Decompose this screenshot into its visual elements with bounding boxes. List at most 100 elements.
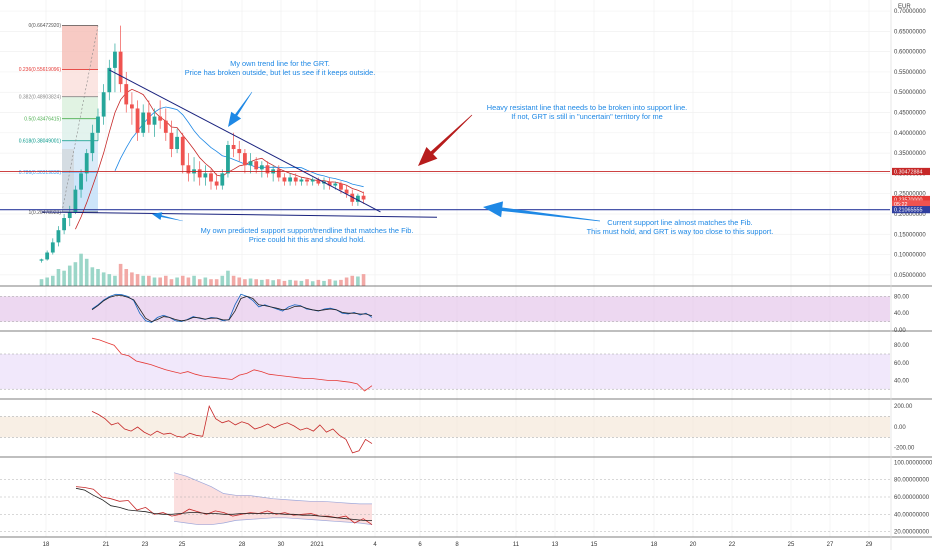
volume-bar: [67, 265, 72, 286]
x-tick-label: 13: [552, 542, 559, 548]
candle-body: [101, 92, 106, 117]
x-tick-label: 23: [142, 542, 149, 548]
stoch-tick-label: 0.00: [894, 328, 906, 334]
candle-body: [344, 189, 349, 194]
volume-bar: [310, 281, 315, 286]
x-tick-label: 11: [513, 542, 520, 548]
candle-body: [203, 173, 208, 178]
stoch-band: [0, 296, 890, 322]
candle-body: [90, 132, 95, 154]
fib-label-0.786: 0.786(0.30319838): [19, 170, 62, 176]
volume-bar: [152, 277, 157, 286]
trend-line: [109, 69, 381, 213]
candle-body: [316, 179, 321, 184]
candle-body: [197, 169, 202, 178]
annotation-current-support-line: Current support line almost matches the …: [607, 218, 752, 227]
volume-bar: [293, 280, 298, 286]
bb_rsi-lower-band: [173, 517, 373, 526]
price-tick-label: 0.60000000: [894, 50, 926, 56]
cci-series-0: [91, 405, 373, 454]
rsi-tick-label: 60.00: [894, 361, 910, 367]
candle-body: [293, 177, 298, 182]
arrow-to-current-support: [483, 201, 601, 222]
fib-label-0.382: 0.382(0.48903824): [19, 94, 62, 100]
fib-zone: [62, 25, 98, 70]
candle-body: [180, 136, 185, 166]
candle-body: [124, 84, 129, 105]
cci-band: [0, 416, 890, 438]
candle-body: [39, 259, 44, 261]
volume-bar: [45, 277, 49, 286]
x-tick-label: 8: [455, 542, 459, 548]
volume-bar: [237, 277, 242, 286]
candle-body: [62, 218, 66, 231]
volume-bar: [350, 275, 355, 286]
fib-zone: [62, 96, 98, 119]
fib-label-1: 1(0.20478923): [28, 210, 61, 216]
ma-slow-line: [114, 106, 364, 188]
candle-body: [248, 161, 253, 166]
volume-bar: [299, 280, 304, 286]
price-tick-label: 0.50000000: [894, 90, 926, 96]
candle-body: [214, 181, 219, 186]
fib-label-0: 0(0.66472920): [28, 23, 61, 29]
volume-bar: [51, 275, 55, 286]
volume-bar: [271, 280, 275, 286]
annotation-current-support-line: This must hold, and GRT is way too close…: [587, 227, 774, 236]
volume-bar: [107, 274, 112, 286]
candle-body: [146, 112, 151, 125]
price-badge: [892, 200, 930, 208]
candle-body: [152, 116, 157, 125]
volume-bar: [73, 262, 78, 286]
fib-zone: [62, 118, 98, 141]
price-badge-label: 05:22: [894, 202, 908, 208]
x-tick-label: 29: [866, 542, 873, 548]
annotation-resistance: Heavy resistant line that needs to be br…: [487, 103, 688, 121]
annotation-trend-line-line: My own trend line for the GRT.: [230, 59, 330, 68]
volume-bar: [141, 275, 145, 286]
volume-bar: [56, 269, 61, 286]
stoch-series-1: [91, 295, 373, 323]
candle-body: [265, 165, 270, 174]
x-tick-label: 18: [651, 542, 658, 548]
candle-body: [259, 165, 264, 170]
volume-bar: [164, 275, 168, 286]
volume-bar: [288, 279, 292, 286]
price-tick-label: 0.65000000: [894, 29, 926, 35]
annotation-predicted-support-line: My own predicted support support/trendli…: [201, 226, 414, 235]
x-tick-label: 27: [827, 542, 834, 548]
rsi-band: [0, 354, 890, 390]
volume-bar: [260, 279, 264, 286]
candle-body: [169, 132, 174, 150]
x-tick-label: 25: [179, 542, 186, 548]
x-tick-label: 18: [43, 542, 50, 548]
volume-bar: [113, 275, 117, 286]
candle-body: [310, 179, 315, 182]
rsi-series-0: [91, 337, 373, 392]
candle-body: [96, 116, 100, 133]
candle-body: [299, 179, 304, 182]
x-tick-label: 25: [788, 542, 795, 548]
candle-body: [141, 112, 146, 133]
candle-body: [356, 195, 360, 202]
price-badge-label: 0.30472884: [894, 169, 922, 175]
candle-body: [118, 51, 123, 85]
x-tick-label: 2021: [310, 542, 324, 548]
bb_rsi-series-1: [75, 487, 372, 521]
volume-bar: [130, 272, 134, 286]
volume-bar: [243, 279, 247, 286]
currency-label: EUR: [898, 4, 911, 10]
annotation-trend-line-line: Price has broken outside, but let us see…: [185, 68, 376, 77]
fib-label-0.236: 0.236(0.55619096): [19, 67, 62, 73]
price-tick-label: 0.05000000: [894, 273, 926, 279]
volume-bar: [231, 275, 236, 286]
price-badge-label: 0.21065555: [894, 208, 922, 214]
candle-body: [220, 173, 225, 186]
annotation-trend-line: My own trend line for the GRT. Price has …: [185, 59, 376, 77]
volume-bar: [186, 277, 191, 286]
candle-body: [237, 149, 242, 154]
fib-zone: [62, 69, 98, 97]
volume-bar: [169, 279, 174, 286]
annotation-resistance-line: Heavy resistant line that needs to be br…: [487, 103, 688, 112]
annotation-predicted-support: My own predicted support support/trendli…: [201, 226, 414, 244]
